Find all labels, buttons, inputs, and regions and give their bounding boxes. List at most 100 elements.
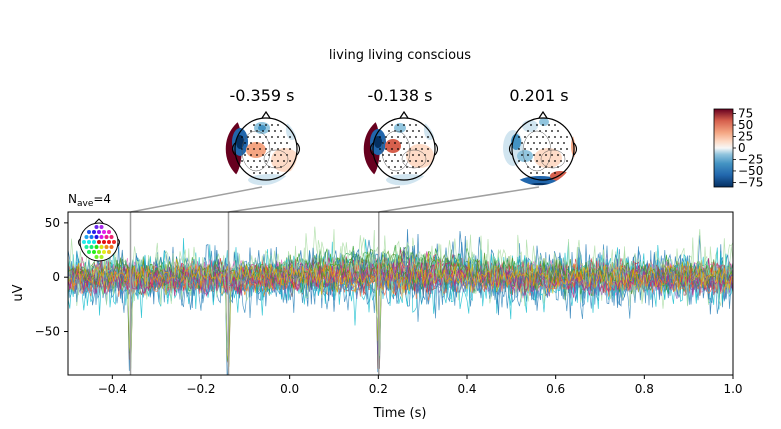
sensor-dot: [415, 160, 417, 162]
sensor-dot: [533, 166, 535, 168]
sensor-dot: [536, 148, 538, 150]
sensor-dot: [250, 130, 252, 132]
sensor-color-dot: [99, 225, 104, 229]
sensor-color-dot: [89, 235, 94, 239]
y-tick-label: −50: [35, 325, 60, 339]
sensor-dot: [551, 154, 553, 156]
head-ear-right: [573, 142, 578, 156]
sensor-dot: [265, 124, 267, 126]
sensor-dot: [247, 160, 249, 162]
sensor-dot: [418, 154, 420, 156]
sensor-dot: [265, 160, 267, 162]
sensor-dot: [536, 124, 538, 126]
sensor-dot: [253, 160, 255, 162]
sensor-dot: [542, 172, 544, 174]
sensor-dot: [548, 172, 550, 174]
sensor-dot: [271, 172, 273, 174]
sensor-dot: [280, 154, 282, 156]
sensor-dot: [385, 160, 387, 162]
sensor-dot: [524, 136, 526, 138]
y-axis-label: uV: [11, 284, 26, 301]
sensor-color-dot: [84, 245, 89, 249]
sensor-dot: [412, 166, 414, 168]
sensor-dot: [400, 154, 402, 156]
sensor-dot: [274, 142, 276, 144]
x-tick-label: 0.4: [457, 382, 476, 396]
sensor-dot: [403, 136, 405, 138]
sensor-dot: [262, 130, 264, 132]
sensor-color-dot: [107, 240, 111, 244]
sensor-dot: [253, 124, 255, 126]
sensor-color-dot: [87, 230, 91, 234]
topomap-title-3: 0.201 s: [509, 86, 568, 105]
topomap-outline: [362, 110, 439, 187]
sensor-dot: [415, 148, 417, 150]
sensor-color-dot: [99, 245, 104, 249]
sensor-dot: [283, 148, 285, 150]
channel-trace: [68, 253, 733, 290]
head-outline: [234, 117, 298, 181]
sensor-color-dot: [102, 250, 106, 254]
sensor-color-dot: [94, 225, 99, 229]
sensor-dot: [403, 124, 405, 126]
sensor-dot: [409, 124, 411, 126]
sensor-dot: [527, 142, 529, 144]
sensor-legend-inset: [78, 218, 120, 262]
sensor-dot: [262, 154, 264, 156]
sensor-dot: [554, 148, 556, 150]
sensor-dot: [244, 154, 246, 156]
head-ear-right: [434, 142, 439, 156]
sensor-dot: [397, 136, 399, 138]
sensor-dot: [259, 148, 261, 150]
channel-traces: [68, 226, 733, 375]
channel-trace: [68, 258, 733, 298]
sensor-dot: [277, 148, 279, 150]
sensor-dot: [403, 160, 405, 162]
sensor-color-dot: [97, 250, 101, 254]
sensor-dot: [566, 136, 568, 138]
sensor-dot: [271, 160, 273, 162]
sensor-dot: [277, 172, 279, 174]
sensor-color-dot: [112, 240, 116, 244]
sensor-dot: [521, 154, 523, 156]
sensor-dot: [530, 160, 532, 162]
sensor-dot: [427, 160, 429, 162]
sensor-dot: [536, 172, 538, 174]
sensor-dot: [563, 142, 565, 144]
contour-line: [522, 130, 552, 172]
sensor-dot: [536, 136, 538, 138]
sensor-dot: [256, 142, 258, 144]
sensor-color-dot: [87, 240, 91, 244]
sensor-dot: [521, 142, 523, 144]
x-tick-label: 0.6: [546, 382, 565, 396]
sensor-dot: [518, 148, 520, 150]
sensor-dot: [259, 160, 261, 162]
topomap-outline: [224, 110, 301, 187]
sensor-color-dot: [94, 235, 99, 239]
nave-label: Nave=4: [68, 192, 111, 209]
head-nose: [399, 110, 409, 119]
sensor-dot: [524, 148, 526, 150]
colorbar-tick-label: −50: [738, 164, 763, 178]
sensor-dot: [394, 154, 396, 156]
sensor-dot: [566, 160, 568, 162]
sensor-dot: [530, 136, 532, 138]
sensor-color-dot: [94, 255, 99, 259]
sensor-color-dot: [84, 235, 89, 239]
x-tick-label: 1.0: [723, 382, 742, 396]
head-outline: [511, 117, 575, 181]
sensor-dot: [277, 160, 279, 162]
sensor-dot: [271, 136, 273, 138]
colorbar-tick-label: 0: [738, 141, 746, 155]
head-ear-left: [369, 142, 374, 156]
sensor-dot: [388, 154, 390, 156]
head-nose: [261, 110, 271, 119]
contour-line: [540, 149, 566, 169]
sensor-color-dot: [109, 245, 114, 249]
head-ear-left: [508, 142, 513, 156]
sensor-dot: [397, 160, 399, 162]
sensor-dot: [400, 166, 402, 168]
y-tick-label: 0: [52, 270, 60, 284]
sensor-dot: [566, 148, 568, 150]
